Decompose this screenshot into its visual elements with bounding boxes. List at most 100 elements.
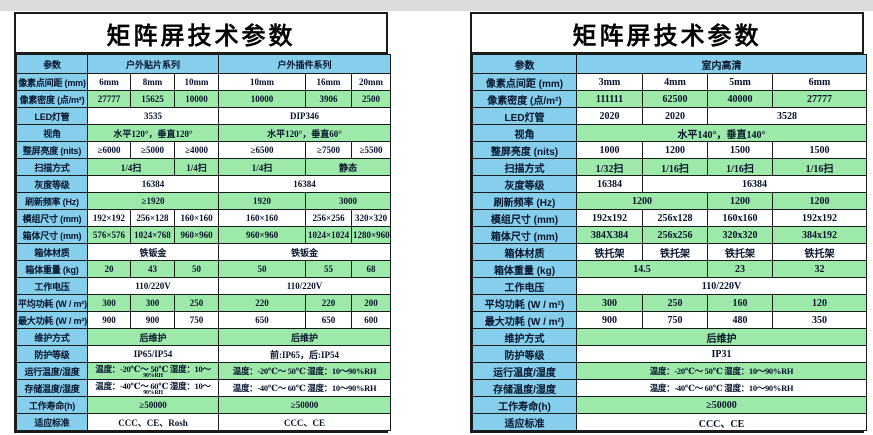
right-table: 参数 室内高清 像素点间距 (mm) 3mm 4mm 5mm 6mm 像素密度 (点/m²) 1… — [472, 54, 867, 431]
value-cell: 68 — [351, 260, 392, 278]
value-cell: 16384 — [576, 175, 643, 193]
value-cell: 静态 — [305, 158, 392, 176]
value-cell: 15625 — [130, 90, 175, 108]
table-row: 最大功耗 (W / m²) 900 750 480 350 — [472, 311, 867, 329]
row-label-cell: 箱体重量 (kg) — [472, 260, 577, 278]
table-grid-right: 参数 室内高清 像素点间距 (mm) 3mm 4mm 5mm 6mm 像素密度 (点/m²) 1… — [472, 54, 867, 431]
value-cell: ≥6000 — [87, 141, 131, 159]
value-cell: 1/16扫 — [642, 158, 708, 176]
table-row: 维护方式 后维护 后维护 — [16, 328, 392, 346]
value-cell: 10mm — [218, 73, 307, 91]
value-cell: CCC、CE — [576, 413, 867, 431]
table-row: 扫描方式 1/4扫 1/4扫 1/4扫 静态 — [16, 158, 392, 176]
value-cell: 3000 — [305, 192, 392, 210]
table-row: 平均功耗 (W / m²) 300 300 250 220 220 200 — [16, 294, 392, 312]
value-cell: 水平140°，垂直140° — [576, 124, 867, 142]
value-cell: 1024×1024 — [305, 226, 353, 244]
value-cell: 55 — [305, 260, 353, 278]
value-cell: 铁托架 — [576, 243, 643, 261]
value-cell: ≥5500 — [351, 141, 392, 159]
value-cell: 650 — [218, 311, 307, 329]
value-cell: 温度：-40℃～ 60℃ 湿度：10～90%RH — [218, 379, 392, 397]
table-row: 工作寿命(h) ≥50000 ≥50000 — [16, 396, 392, 414]
table-row: 箱体材质 铁托架 铁托架 铁托架 铁托架 — [472, 243, 867, 261]
table-row: 存储温度/湿度 温度：-40℃～ 60℃ 湿度：10～ 90%RH 温度：-40℃～ … — [16, 379, 392, 397]
table-row: 箱体重量 (kg) 14.5 23 32 — [472, 260, 867, 278]
value-cell: ≥50000 — [218, 396, 392, 414]
value-cell: 62500 — [642, 90, 708, 108]
value-cell: 铁托架 — [707, 243, 773, 261]
header-row: 参数 户外贴片系列 户外插件系列 — [16, 54, 392, 74]
row-label-cell: 箱体材质 — [472, 243, 577, 261]
value-cell: 3535 — [86, 107, 220, 125]
table-row: 像素密度 (点/m²) 111111 62500 40000 27777 — [472, 90, 867, 108]
table-row: 运行温度/湿度 温度：-20℃～ 50℃ 湿度：10～ 90%RH 温度：-20℃～ … — [16, 362, 392, 380]
row-label-cell: 运行温度/湿度 — [472, 362, 577, 380]
value-cell: 160x160 — [707, 209, 773, 227]
row-label-cell: 箱体尺寸 (mm) — [16, 226, 88, 244]
value-cell: 220 — [305, 294, 353, 312]
table-row: 像素点间距 (mm) 6mm 8mm 10mm 10mm 16mm 20mm — [16, 73, 392, 91]
table-title-left: 矩阵屏技术参数 — [16, 14, 386, 54]
value-cell: 温度：-20℃～ 50℃ 湿度：10～90%RH — [86, 362, 220, 380]
value-cell: 1000 — [576, 141, 643, 159]
row-label-cell: 工作寿命(h) — [472, 396, 577, 414]
value-cell: 900 — [87, 311, 131, 329]
value-cell: ≥4000 — [173, 141, 220, 159]
table-row: 适应标准 CCC、CE — [472, 413, 867, 431]
value-cell: 1280×960 — [351, 226, 392, 244]
value-cell: 256x256 — [642, 226, 708, 244]
value-cell: 320×320 — [351, 209, 392, 227]
table-row: 模组尺寸 (mm) 192x192 256x128 160x160 192x192 — [472, 209, 867, 227]
row-label-cell: 刷新频率 (Hz) — [16, 192, 88, 210]
row-label-cell: 适应标准 — [472, 413, 577, 431]
row-label-cell: 工作电压 — [16, 277, 88, 295]
series-header-cell: 户外插件系列 — [218, 54, 392, 74]
value-cell: 900 — [576, 311, 643, 329]
value-cell: 384X384 — [576, 226, 643, 244]
value-cell: 20mm — [351, 73, 392, 91]
table-row: 防护等级 IP31 — [472, 345, 867, 363]
table-row: 像素点间距 (mm) 3mm 4mm 5mm 6mm — [472, 73, 867, 91]
value-cell: 50 — [173, 260, 220, 278]
value-cell: 1920 — [218, 192, 307, 210]
row-label-cell: 平均功耗 (W / m²) — [16, 294, 88, 312]
value-cell: 750 — [173, 311, 220, 329]
value-cell: 50 — [218, 260, 307, 278]
value-cell: 1/16扫 — [707, 158, 773, 176]
value-cell: 32 — [772, 260, 867, 278]
value-cell: 温度：-20℃～ 50℃ 湿度：10～90%RH — [218, 362, 392, 380]
value-cell: 水平120°，垂直60° — [218, 124, 392, 142]
table-row: 适应标准 CCC、CE、Rosh CCC、CE — [16, 413, 392, 431]
row-label-cell: 模组尺寸 (mm) — [16, 209, 88, 227]
table-row: 工作寿命(h) ≥50000 — [472, 396, 867, 414]
table-row: 刷新频率 (Hz) 1200 1200 1200 — [472, 192, 867, 210]
left-table: 参数 户外贴片系列 户外插件系列 像素点间距 (mm) 6mm 8mm 10mm 10mm 16… — [16, 54, 392, 431]
table-row: 平均功耗 (W / m²) 300 250 160 120 — [472, 294, 867, 312]
value-cell: 1/4扫 — [87, 158, 175, 176]
value-cell: 120 — [772, 294, 867, 312]
value-cell: 铁托架 — [642, 243, 708, 261]
table-title-right: 矩阵屏技术参数 — [472, 14, 862, 54]
series-header-cell: 户外贴片系列 — [86, 54, 220, 74]
value-cell: ≥6500 — [218, 141, 307, 159]
value-cell: 480 — [707, 311, 773, 329]
row-label-cell: 运行温度/湿度 — [16, 362, 88, 380]
table-row: 刷新频率 (Hz) ≥1920 1920 3000 — [16, 192, 392, 210]
value-cell: 192x192 — [576, 209, 643, 227]
value-cell: 192x192 — [772, 209, 867, 227]
value-cell: 1200 — [772, 192, 867, 210]
row-label-cell: 像素点间距 (mm) — [16, 73, 88, 91]
value-cell: 27777 — [87, 90, 131, 108]
value-cell: ≥5000 — [130, 141, 175, 159]
series-header-cell: 室内高清 — [576, 54, 867, 74]
row-label-cell: LED灯管 — [472, 107, 577, 125]
value-cell: 110/220V — [576, 277, 867, 295]
table-row: 箱体材质 铁钣金 铁钣金 — [16, 243, 392, 261]
value-cell: ≥7500 — [305, 141, 353, 159]
spec-table-left: 矩阵屏技术参数 参数 户外贴片系列 户外插件系列 像素点间距 (mm) 6mm 8mm 10… — [14, 12, 392, 433]
row-label-cell: 扫描方式 — [472, 158, 577, 176]
value-cell: 750 — [642, 311, 708, 329]
table-row: 存储温度/湿度 温度：-40℃～ 60℃ 湿度：10～90%RH — [472, 379, 867, 397]
value-cell: 300 — [576, 294, 643, 312]
